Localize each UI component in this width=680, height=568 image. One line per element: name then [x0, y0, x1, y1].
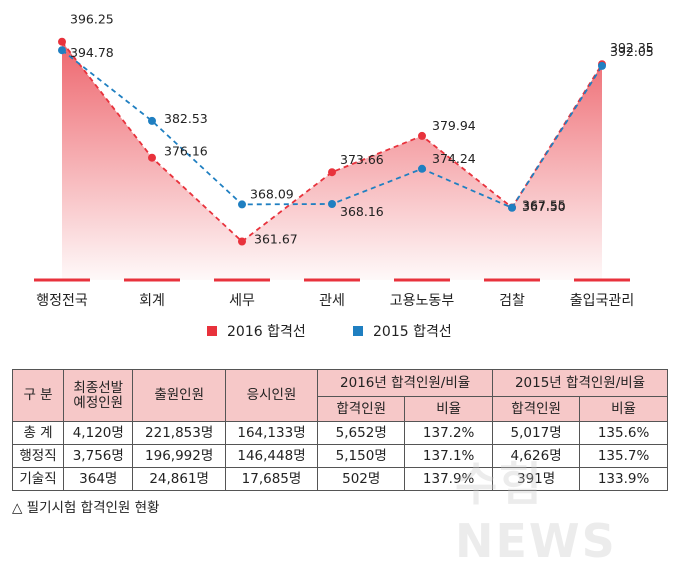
header-planned-text: 최종선발 예정인원	[73, 379, 124, 411]
table-cell: 5,652명	[317, 421, 406, 445]
point-2015	[148, 116, 156, 125]
legend-label: 2016 합격선	[227, 324, 306, 340]
area-2016	[62, 41, 602, 281]
header-2015-ratio: 비율	[579, 396, 668, 422]
table-cell: 364명	[63, 467, 134, 491]
line-chart: 396.25 376.16 361.67 373.66 379.94 367.55 392.…	[34, 12, 654, 340]
data-label-2016: 392.35	[610, 40, 654, 55]
data-label-2016: 361.67	[254, 231, 298, 246]
table-cell: 137.9%	[404, 467, 494, 491]
table-cell: 135.6%	[579, 421, 668, 445]
data-label-2015: 368.09	[250, 186, 294, 201]
table-cell: 5,150명	[317, 444, 406, 468]
point-2015	[328, 200, 336, 208]
table-cell: 행정직	[11, 444, 65, 468]
category-label: 관세	[319, 293, 345, 309]
legend-label: 2015 합격선	[373, 324, 452, 340]
point-2016	[58, 37, 66, 46]
data-label-2016: 373.66	[340, 152, 384, 167]
data-label-2016: 367.55	[522, 197, 566, 212]
table-cell: 221,853명	[132, 421, 226, 445]
category-label: 회계	[139, 293, 165, 309]
category-label: 세무	[229, 293, 255, 309]
point-2015	[418, 164, 426, 173]
header-2016: 2016년 합격인원/비율	[317, 369, 494, 397]
header-2016-passers: 합격인원	[317, 396, 406, 422]
table-cell: 총 계	[11, 421, 65, 445]
data-label-2015: 374.24	[432, 151, 476, 166]
table-row: 총 계 4,120명 221,853명 164,133명 5,652명 137.…	[11, 421, 668, 445]
category-label: 검찰	[499, 293, 525, 309]
table-cell: 17,685명	[224, 467, 319, 491]
data-label-2015: 368.16	[340, 204, 384, 219]
data-label-2016: 396.25	[70, 12, 114, 27]
table-cell: 502명	[317, 467, 406, 491]
table-cell: 146,448명	[224, 444, 319, 468]
data-label-2015: 394.78	[70, 45, 114, 60]
header-examinees: 응시인원	[224, 369, 319, 422]
data-label-2016: 376.16	[164, 144, 208, 159]
point-2016	[148, 153, 156, 162]
table-cell: 5,017명	[492, 421, 581, 445]
table-cell: 133.9%	[579, 467, 668, 491]
data-label-2015: 367.50	[522, 199, 566, 214]
data-label-2015: 392.05	[610, 44, 654, 59]
header-planned: 최종선발 예정인원	[63, 369, 134, 422]
point-2015	[238, 200, 246, 209]
header-applicants: 출원인원	[132, 369, 226, 422]
point-2016	[238, 237, 246, 246]
table-cell: 24,861명	[132, 467, 226, 491]
table-cell: 137.1%	[404, 444, 494, 468]
watermark-logo: 수험NEWS	[455, 457, 617, 568]
point-2015	[598, 61, 606, 70]
point-2016	[328, 168, 336, 177]
table-cell: 137.2%	[404, 421, 494, 445]
data-label-2016: 379.94	[432, 118, 476, 133]
point-2015	[508, 203, 516, 212]
legend-swatch	[353, 326, 363, 336]
header-2016-ratio: 비율	[404, 396, 494, 422]
figure-caption: △ 필기시험 합격인원 현황	[12, 500, 160, 516]
table-cell: 기술직	[11, 467, 65, 491]
category-label: 행정전국	[36, 293, 88, 309]
table-cell: 164,133명	[224, 421, 319, 445]
point-2015	[58, 46, 66, 55]
header-2015-passers: 합격인원	[492, 396, 581, 422]
table-cell: 196,992명	[132, 444, 226, 468]
table-cell: 4,120명	[63, 421, 134, 445]
table-cell: 4,626명	[492, 444, 581, 468]
category-label: 고용노동부	[390, 293, 455, 309]
table-row: 기술직 364명 24,861명 17,685명 502명 137.9% 391…	[11, 467, 668, 491]
data-label-2015: 382.53	[164, 111, 208, 126]
results-table: 구 분 최종선발 예정인원 출원인원 응시인원 2016년 합격인원/비율 20…	[11, 369, 668, 491]
header-category: 구 분	[11, 369, 65, 422]
table-row: 행정직 3,756명 196,992명 146,448명 5,150명 137.…	[11, 444, 668, 468]
header-2015: 2015년 합격인원/비율	[492, 369, 668, 397]
category-label: 출입국관리	[570, 293, 634, 309]
point-2016	[418, 131, 426, 140]
table-cell: 391명	[492, 467, 581, 491]
table-cell: 3,756명	[63, 444, 134, 468]
legend-swatch	[207, 326, 217, 336]
